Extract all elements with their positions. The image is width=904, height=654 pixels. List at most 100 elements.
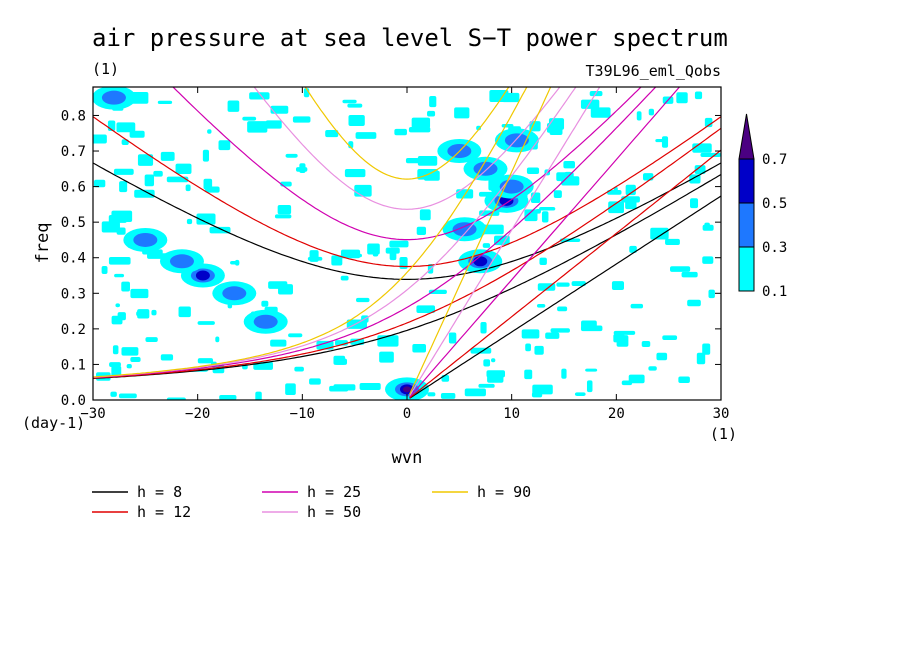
contour-patch [207, 129, 212, 134]
experiment-label: T39L96_eml_Qobs [586, 62, 721, 80]
contour-patch [524, 209, 538, 222]
contour-patch [119, 181, 128, 193]
contour-patch [129, 130, 145, 138]
contour-patch [342, 99, 357, 104]
contour-patch [108, 256, 131, 265]
contour-region [169, 254, 194, 269]
contour-patch [130, 357, 141, 363]
contour-patch [454, 107, 470, 119]
contour-patch [227, 100, 240, 112]
contour-patch [242, 116, 257, 121]
contour-patch [196, 213, 216, 225]
contour-patch [285, 153, 298, 158]
contour-patch [126, 364, 132, 369]
contour-patch [137, 154, 154, 166]
contour-patch [389, 249, 397, 261]
colorbar-segment [738, 246, 755, 292]
contour-patch [166, 397, 186, 400]
contour-patch [574, 392, 586, 396]
contour-patch [178, 306, 191, 318]
contour-patch [621, 196, 640, 203]
legend-label: h = 25 [307, 483, 361, 501]
contour-patch [655, 138, 667, 143]
contour-patch [427, 110, 436, 117]
contour-patch [490, 358, 496, 363]
contour-region [253, 314, 278, 329]
contour-patch [416, 305, 436, 314]
y-tick-label: 0.2 [61, 322, 86, 338]
contour-patch [249, 92, 270, 100]
contour-patch [205, 186, 220, 193]
contour-patch [557, 306, 568, 312]
contour-patch [580, 99, 600, 109]
chart-title: air pressure at sea level S−T power spec… [92, 24, 728, 52]
contour-patch [548, 118, 565, 130]
x-tick-label: −10 [290, 406, 315, 422]
contour-patch [524, 369, 533, 380]
contour-patch [607, 190, 622, 195]
contour-region [403, 386, 411, 393]
contour-patch [580, 325, 603, 332]
colorbar-label: 0.5 [762, 196, 787, 212]
x-tick-label: 20 [608, 406, 625, 422]
contour-patch [642, 173, 654, 181]
contour-patch [702, 343, 711, 355]
contour-patch [483, 359, 491, 367]
contour-patch [215, 336, 220, 343]
contour-patch [700, 152, 721, 157]
ig-curve [172, 87, 642, 241]
contour-patch [613, 330, 636, 335]
y-tick-label: 0.6 [61, 180, 86, 196]
ig-curve [253, 87, 561, 210]
ig-curve [93, 162, 721, 280]
contour-patch [333, 355, 346, 365]
contour-region [195, 270, 210, 281]
contour-patch [166, 176, 189, 183]
contour-patch [689, 174, 701, 184]
contour-patch [309, 378, 321, 385]
legend-label: h = 90 [477, 483, 531, 501]
contour-patch [292, 116, 311, 123]
contour-patch [344, 169, 366, 178]
contour-patch [553, 190, 562, 199]
contour-patch [411, 117, 431, 129]
contour-patch [357, 253, 363, 258]
contour-patch [117, 312, 126, 321]
kelvin-curve [409, 149, 721, 399]
legend-label: h = 8 [137, 483, 182, 501]
contour-patch [648, 366, 657, 371]
contour-patch [134, 189, 155, 198]
legend-label: h = 50 [307, 503, 361, 521]
contour-patch [270, 105, 289, 114]
contour-region [101, 90, 126, 105]
contour-patch [160, 151, 175, 161]
contour-patch [325, 129, 339, 138]
contour-patch [294, 366, 304, 372]
contour-patch [144, 174, 155, 187]
contour-patch [367, 243, 380, 255]
contour-region [222, 286, 247, 301]
contour-patch [348, 115, 365, 126]
contour-patch [494, 235, 510, 246]
x-axis: −30 −20 −10 0 10 20 30 [80, 87, 729, 422]
colorbar-segment [738, 158, 755, 204]
contour-patch [137, 309, 150, 319]
contour-patch [441, 374, 450, 382]
kelvin-curve [409, 87, 552, 395]
contour-patch [347, 103, 363, 108]
colorbar-label: 0.7 [762, 152, 787, 168]
contour-patch [416, 226, 427, 236]
contour-patch [585, 368, 598, 372]
x-tick-label: 30 [713, 406, 730, 422]
y-tick-label: 0.3 [61, 286, 86, 302]
colorbar-label: 0.3 [762, 240, 787, 256]
contour-patch [539, 257, 547, 266]
contour-patch [131, 92, 149, 104]
contour-patch [185, 184, 191, 192]
contour-patch [121, 347, 139, 356]
contour-patch [307, 256, 323, 261]
contour-patch [93, 134, 107, 144]
contour-patch [608, 201, 624, 214]
contour-patch [277, 204, 292, 215]
